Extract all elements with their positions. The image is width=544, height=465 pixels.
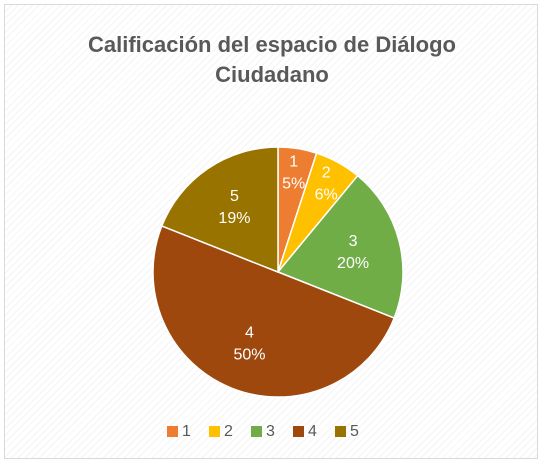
- legend-swatch: [251, 426, 262, 437]
- pie-slice: [160, 146, 279, 274]
- legend-swatch: [293, 426, 304, 437]
- legend-swatch: [209, 426, 220, 437]
- slice-value-label: 6%: [315, 187, 338, 204]
- slice-category-label: 3: [349, 233, 358, 250]
- legend-swatch: [335, 426, 346, 437]
- pie-slice: [152, 225, 396, 398]
- legend-label: 4: [308, 423, 317, 440]
- pie-slice: [276, 174, 404, 319]
- legend-label: 1: [182, 423, 191, 440]
- slice-category-label: 1: [289, 153, 298, 170]
- slice-category-label: 2: [322, 165, 331, 182]
- slice-category-label: 5: [230, 188, 239, 205]
- slice-value-label: 19%: [218, 210, 250, 227]
- slice-value-label: 5%: [282, 175, 305, 192]
- chart-title: Calificación del espacio de Diálogo Ciud…: [88, 32, 456, 87]
- legend-label: 2: [224, 423, 233, 440]
- slice-value-label: 20%: [337, 255, 369, 272]
- slice-category-label: 4: [245, 324, 254, 341]
- legend-swatch: [167, 426, 178, 437]
- legend-label: 3: [266, 423, 275, 440]
- slice-value-label: 50%: [233, 346, 265, 363]
- legend-label: 5: [350, 423, 359, 440]
